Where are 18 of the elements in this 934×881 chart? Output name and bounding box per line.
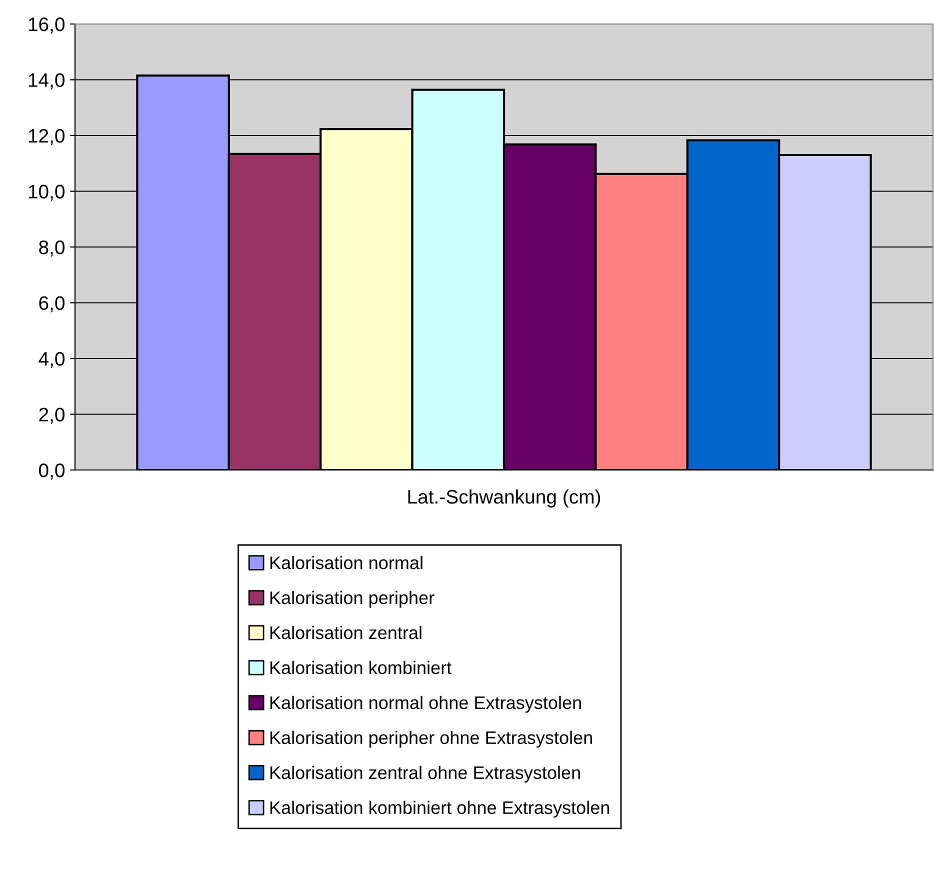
y-tick-label: 10,0 (28, 184, 65, 201)
y-tick-label: 14,0 (28, 73, 65, 90)
legend-label: Kalorisation kombiniert (270, 660, 452, 674)
y-tick-label: 0,0 (39, 463, 65, 480)
legend-label: Kalorisation peripher ohne Extrasystolen (270, 730, 592, 748)
legend-label: Kalorisation kombiniert ohne Extrasystolen (270, 800, 610, 818)
legend-label: Kalorisation zentral (270, 626, 422, 640)
legend-label: Kalorisation normal ohne Extrasystolen (270, 696, 581, 713)
y-tick-label: 16,0 (28, 17, 65, 34)
legend-label: Kalorisation peripher (270, 590, 434, 608)
y-tick-label: 4,0 (38, 352, 65, 368)
y-tick-label: 6,0 (39, 296, 65, 312)
legend-label: Kalorisation zentral ohne Extrasystolen (270, 766, 580, 783)
legend-label: Kalorisation normal (270, 556, 422, 570)
y-tick-label: 2,0 (39, 408, 65, 424)
x-tick-label: Lat.-Schwankung (cm) (408, 489, 600, 508)
y-tick-label: 12,0 (28, 128, 65, 146)
y-tick-label: 8,0 (39, 240, 65, 257)
